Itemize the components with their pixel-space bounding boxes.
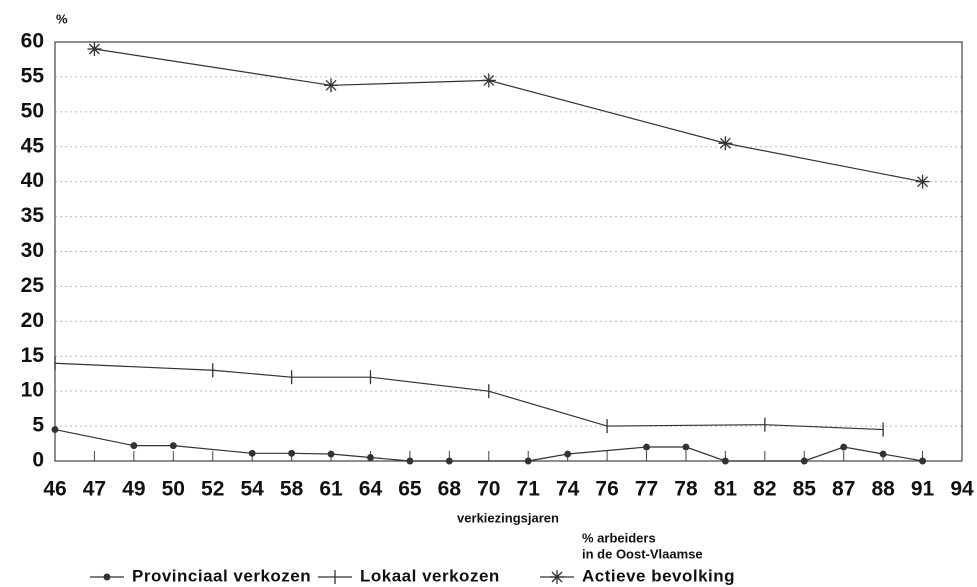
- star-arm: [88, 43, 100, 55]
- y-tick-label: 50: [21, 99, 44, 122]
- x-tick-label: 78: [674, 478, 698, 501]
- star-arm: [917, 176, 929, 188]
- dot: [879, 450, 887, 458]
- series-line: [94, 48, 923, 183]
- marker: [248, 449, 256, 457]
- dot: [564, 450, 572, 458]
- marker: [840, 443, 848, 451]
- dot: [288, 449, 296, 457]
- dot: [643, 443, 650, 451]
- y-tick-label: 10: [21, 379, 44, 402]
- legend-label: Provinciaal verkozen: [132, 566, 311, 585]
- dot: [524, 457, 532, 465]
- x-tick-label: 61: [319, 478, 343, 501]
- star-arm: [551, 571, 563, 583]
- x-tick-label: 88: [871, 478, 895, 501]
- x-tick-label: 54: [240, 478, 264, 501]
- x-tick-label: 70: [477, 478, 500, 501]
- x-tick-label: 87: [832, 478, 855, 501]
- x-tick-label: 94: [950, 478, 974, 501]
- star-arm: [483, 74, 495, 86]
- marker: [915, 174, 930, 189]
- dot: [130, 442, 138, 450]
- y-tick-label: 20: [21, 309, 44, 332]
- dot: [919, 457, 927, 465]
- marker: [367, 454, 374, 461]
- marker: [406, 457, 414, 465]
- x-tick-label: 82: [753, 478, 776, 501]
- marker: [721, 457, 729, 465]
- marker: [87, 41, 102, 56]
- x-tick-label: 65: [398, 478, 422, 501]
- legend-note: % arbeiders: [582, 530, 656, 545]
- marker: [51, 426, 59, 434]
- legend-label: Actieve bevolking: [582, 566, 735, 585]
- x-tick-label: 91: [911, 478, 935, 501]
- dot: [800, 457, 808, 465]
- y-tick-label: 35: [21, 204, 45, 227]
- dot: [721, 457, 729, 465]
- dot: [51, 426, 59, 434]
- x-tick-label: 85: [793, 478, 817, 501]
- dot: [682, 443, 690, 451]
- dot: [367, 454, 374, 461]
- y-tick-label: 45: [21, 134, 45, 157]
- x-tick-label: 52: [201, 478, 224, 501]
- y-tick-label: 40: [21, 169, 44, 192]
- legend-note: in de Oost-Vlaamse: [582, 546, 703, 561]
- marker: [324, 78, 339, 93]
- marker: [879, 450, 887, 458]
- marker: [103, 573, 111, 581]
- x-tick-label: 64: [359, 478, 383, 501]
- marker: [682, 443, 690, 451]
- x-tick-label: 76: [595, 478, 618, 501]
- dot: [169, 442, 177, 450]
- y-tick-label: 25: [21, 274, 45, 297]
- y-tick-label: 30: [21, 239, 44, 262]
- x-tick-label: 77: [635, 478, 658, 501]
- x-tick-label: 81: [714, 478, 738, 501]
- series-line: [54, 362, 884, 431]
- x-tick-label: 50: [162, 478, 185, 501]
- x-tick-label: 71: [517, 478, 541, 501]
- marker: [327, 450, 335, 458]
- marker: [919, 457, 927, 465]
- marker: [169, 442, 177, 450]
- x-axis-label: verkiezingsjaren: [457, 510, 559, 525]
- marker: [718, 136, 733, 151]
- marker: [524, 457, 532, 465]
- x-tick-label: 74: [556, 478, 580, 501]
- x-tick-label: 47: [83, 478, 106, 501]
- dot: [327, 450, 335, 458]
- marker: [445, 457, 453, 465]
- y-unit: %: [56, 11, 68, 26]
- dot: [840, 443, 848, 451]
- marker: [800, 457, 808, 465]
- marker: [481, 73, 496, 88]
- dot: [445, 457, 453, 465]
- dot: [406, 457, 414, 465]
- star-arm: [719, 137, 731, 149]
- star-arm: [325, 79, 337, 91]
- x-tick-label: 46: [43, 478, 66, 501]
- marker: [564, 450, 572, 458]
- x-tick-label: 58: [280, 478, 304, 501]
- y-tick-label: 5: [32, 414, 44, 437]
- marker: [288, 449, 296, 457]
- x-tick-label: 49: [122, 478, 145, 501]
- dot: [248, 449, 256, 457]
- series-line: [54, 428, 923, 462]
- marker: [643, 443, 650, 451]
- y-tick-label: 55: [21, 64, 45, 87]
- y-tick-label: 60: [21, 30, 44, 53]
- dot: [103, 573, 111, 581]
- marker: [130, 442, 138, 450]
- y-tick-label: 0: [32, 449, 44, 472]
- x-tick-label: 68: [438, 478, 462, 501]
- marker: [550, 570, 564, 584]
- legend-label: Lokaal verkozen: [360, 566, 500, 585]
- y-tick-label: 15: [21, 344, 45, 367]
